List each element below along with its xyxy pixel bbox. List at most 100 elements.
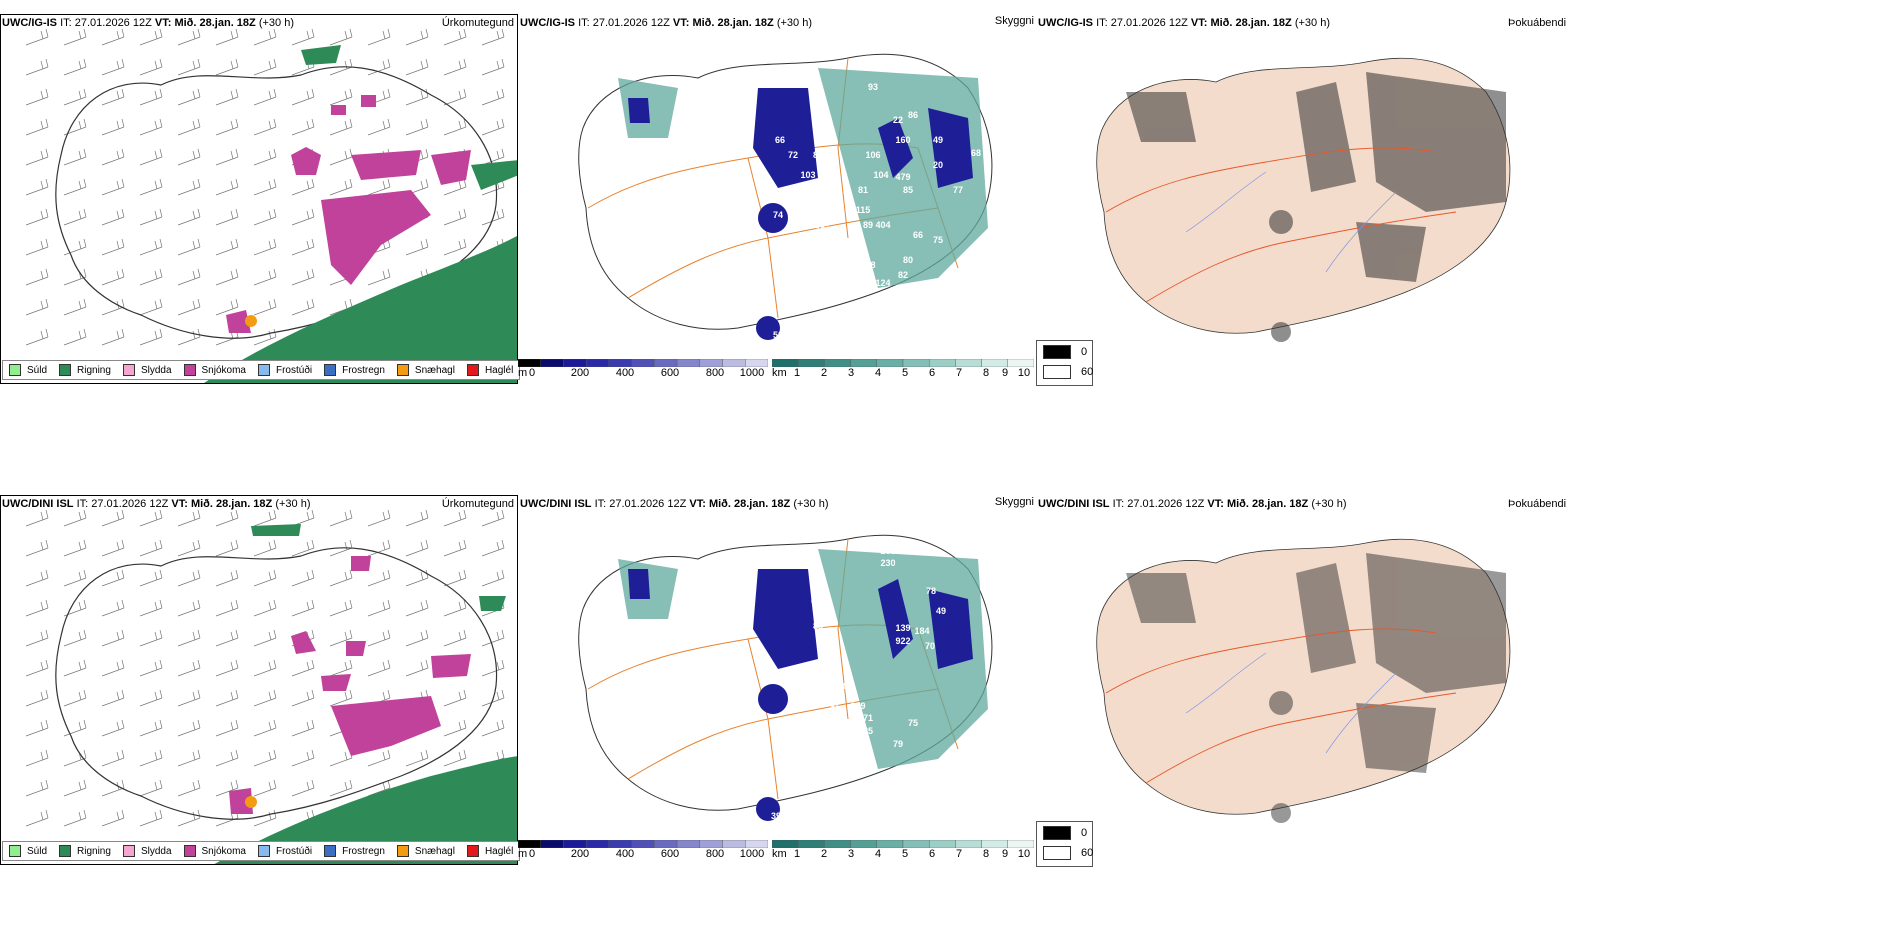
vis-header-2: UWC/DINI ISL IT: 27.01.2026 12Z VT: Mið.… [520,498,829,510]
it-label: IT: [60,17,72,29]
depth-label: 79 [893,739,903,749]
wind-barb [405,58,429,76]
depth-label: 85 [813,621,823,631]
wind-barb [101,328,125,346]
fog-panel-2: UWC/DINI ISL IT: 27.01.2026 12Z VT: Mið.… [1036,495,1900,867]
vis-colorbar-cell [981,358,1009,368]
rain-area-northeast [251,524,301,536]
it-label: IT: [578,17,590,29]
vis-tick: 8 [982,367,990,379]
depth-label: 77 [953,185,963,195]
wind-barb [443,238,467,256]
wind-barb [443,509,467,527]
fog-swatch [1043,365,1071,379]
depth-tick: 800 [705,367,725,379]
depth-label: 74 [773,210,783,220]
wind-barb [177,148,201,166]
snow-depth-areas [628,569,973,821]
wind-barb [25,88,49,106]
wind-barb [25,328,49,346]
lead-time: (+30 h) [1311,498,1347,510]
rain-area-northeast [301,45,341,65]
wind-barb [405,539,429,557]
legend-item: Rigning [59,845,111,857]
wind-barb [177,268,201,286]
vis-tick: 10 [1017,848,1031,860]
wind-barb [25,298,49,316]
wind-barb [481,509,505,527]
vis-tick: 6 [928,848,936,860]
wind-barb [329,88,353,106]
depth-label: 49 [933,135,943,145]
wind-barb [215,509,239,527]
depth-tick: 1000 [739,848,765,860]
depth-label: 88 [813,150,823,160]
wind-barb [481,88,505,106]
vt-label: VT: [689,498,706,510]
wind-barb [139,809,163,827]
depth-colorbar-cell [676,358,701,368]
legend-item: Haglél [466,845,513,857]
issue-time: 27.01.2026 12Z [609,498,687,510]
wind-barb [215,569,239,587]
wind-barb [291,509,315,527]
wind-barb [329,659,353,677]
wind-barb [329,749,353,767]
depth-label: 922 [895,636,910,646]
wind-barb [177,749,201,767]
iceland-coastline [55,66,498,339]
fog-dark-areas [1126,553,1506,823]
vis-colorbar: km 1 2 3 4 5 6 7 8 9 10 [771,839,1036,863]
vis-colorbar-swatches [771,839,1035,849]
wind-barb [101,268,125,286]
wind-barb [253,779,277,797]
wind-barb [177,238,201,256]
vis-tick: 7 [955,367,963,379]
wind-barb [291,779,315,797]
precip-legend: Súld Rigning Slydda Snjókoma Frostúði Fr… [2,360,521,380]
depth-label: 123 [815,225,830,235]
wind-barb [291,88,315,106]
wind-barb [63,208,87,226]
wind-barb [177,328,201,346]
wind-barb [215,539,239,557]
wind-barb [443,569,467,587]
vt-label: VT: [1207,498,1224,510]
depth-tick: 400 [615,367,635,379]
depth-colorbar-cell [540,839,564,849]
depth-colorbar-cell [540,358,564,368]
legend-item: Snæhagl [396,364,455,376]
wind-barb [443,539,467,557]
model-name: UWC/DINI ISL [520,498,592,510]
fog-header-1: UWC/IG-IS IT: 27.01.2026 12Z VT: Mið. 28… [1038,17,1330,29]
wind-barb [177,539,201,557]
wind-barb [253,238,277,256]
legend-swatch [396,845,409,857]
lead-time: (+30 h) [776,17,812,29]
depth-label: 158 [860,260,875,270]
wind-barb [25,238,49,256]
vis-tick: 9 [1001,367,1009,379]
vis-colorbar-cell [928,358,956,368]
depth-colorbar-cell [563,358,587,368]
wind-barb [101,809,125,827]
valid-time: Mið. 28.jan. 18Z [1210,17,1292,29]
wind-barb [215,208,239,226]
vis-colorbar-cell [902,358,930,368]
wind-barb [215,118,239,136]
fog-dark-areas [1126,72,1506,342]
depth-colorbar-cell [608,358,632,368]
valid-time: Mið. 28.jan. 18Z [692,17,774,29]
wind-barb [291,569,315,587]
it-label: IT: [76,498,89,510]
wind-barb [101,148,125,166]
legend-swatch [466,845,479,857]
legend-swatch [183,364,196,376]
vt-label: VT: [154,17,172,29]
wind-barb [291,268,315,286]
wind-barb [177,509,201,527]
wind-barb [405,599,429,617]
depth-label: 184 [914,626,929,636]
wind-barb [253,28,277,46]
vt-label: VT: [672,17,690,29]
